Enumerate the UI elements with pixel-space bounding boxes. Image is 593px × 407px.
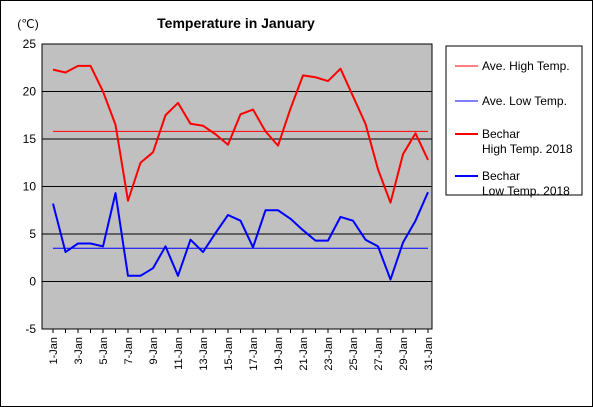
x-tick-label: 21-Jan bbox=[298, 337, 310, 371]
x-tick-label: 29-Jan bbox=[398, 337, 410, 371]
x-tick-label: 9-Jan bbox=[148, 337, 160, 365]
y-tick-label: 15 bbox=[23, 132, 37, 146]
y-tick-label: 5 bbox=[29, 227, 36, 241]
x-tick-label: 17-Jan bbox=[248, 337, 260, 371]
x-tick-label: 7-Jan bbox=[123, 337, 135, 365]
chart-title: Temperature in January bbox=[157, 15, 315, 31]
x-tick-label: 1-Jan bbox=[48, 337, 60, 365]
y-tick-label: 20 bbox=[23, 85, 37, 99]
legend: Ave. High Temp. Ave. Low Temp. Bechar High … bbox=[455, 59, 573, 198]
legend-label-3: Bechar Low Temp. 2018 bbox=[482, 169, 570, 198]
legend-label-0: Ave. High Temp. bbox=[482, 59, 570, 73]
y-axis: -5 0 5 10 15 20 25 bbox=[23, 37, 37, 336]
x-tick-label: 5-Jan bbox=[98, 337, 110, 365]
y-tick-label: 0 bbox=[29, 275, 36, 289]
x-tick-label: 11-Jan bbox=[173, 337, 185, 370]
legend-box bbox=[445, 45, 583, 196]
y-tick-label: 25 bbox=[23, 37, 37, 51]
x-tick-label: 27-Jan bbox=[373, 337, 385, 371]
legend-label-1: Ave. Low Temp. bbox=[482, 94, 567, 108]
legend-label-2: Bechar High Temp. 2018 bbox=[482, 127, 573, 156]
grid-lines bbox=[42, 91, 432, 282]
series-line-3 bbox=[52, 191, 429, 281]
y-tick-label: -5 bbox=[25, 322, 36, 336]
x-tick-label: 31-Jan bbox=[423, 337, 435, 371]
x-axis: 1-Jan 3-Jan 5-Jan 7-Jan 9-Jan 11-Jan 13-Jan 15-… bbox=[48, 329, 435, 371]
series-lines bbox=[52, 64, 429, 281]
x-tick-label: 3-Jan bbox=[73, 337, 85, 365]
x-tick-label: 23-Jan bbox=[323, 337, 335, 371]
y-unit-label: (℃) bbox=[17, 17, 38, 31]
x-tick-label: 19-Jan bbox=[273, 337, 285, 371]
x-tick-label: 25-Jan bbox=[348, 337, 360, 371]
y-tick-label: 10 bbox=[23, 180, 37, 194]
x-tick-label: 15-Jan bbox=[223, 337, 235, 371]
x-tick-label: 13-Jan bbox=[198, 337, 210, 371]
series-line-2 bbox=[52, 64, 429, 204]
